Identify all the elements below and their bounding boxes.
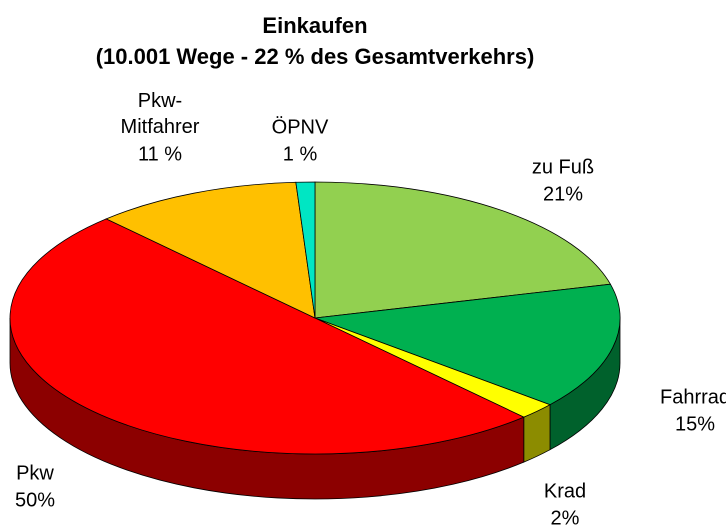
slice-label: ÖPNV: [272, 116, 329, 138]
slice-value-label: 2%: [551, 507, 580, 529]
slice: [314, 283, 621, 406]
slice-value-label: 50%: [15, 489, 55, 511]
slice: [105, 181, 316, 319]
chart-subtitle: (10.001 Wege - 22 % des Gesamtverkehrs): [96, 44, 535, 69]
slice-value-label: 15%: [675, 413, 715, 435]
slice-value-label: 21%: [543, 183, 583, 205]
slice: [295, 181, 316, 319]
slice-value-label: 1 %: [283, 143, 318, 165]
slice: [9, 218, 525, 455]
chart-title: Einkaufen: [262, 13, 367, 38]
slice-label: Pkw: [16, 462, 54, 484]
slice: [314, 181, 612, 319]
slice-label: Krad: [544, 480, 586, 502]
slice-label: Pkw-Mitfahrer: [121, 90, 200, 138]
slice-label: zu Fuß: [532, 156, 594, 178]
slice-value-label: 11 %: [138, 143, 182, 165]
slice-label: Fahrrad: [660, 386, 726, 408]
